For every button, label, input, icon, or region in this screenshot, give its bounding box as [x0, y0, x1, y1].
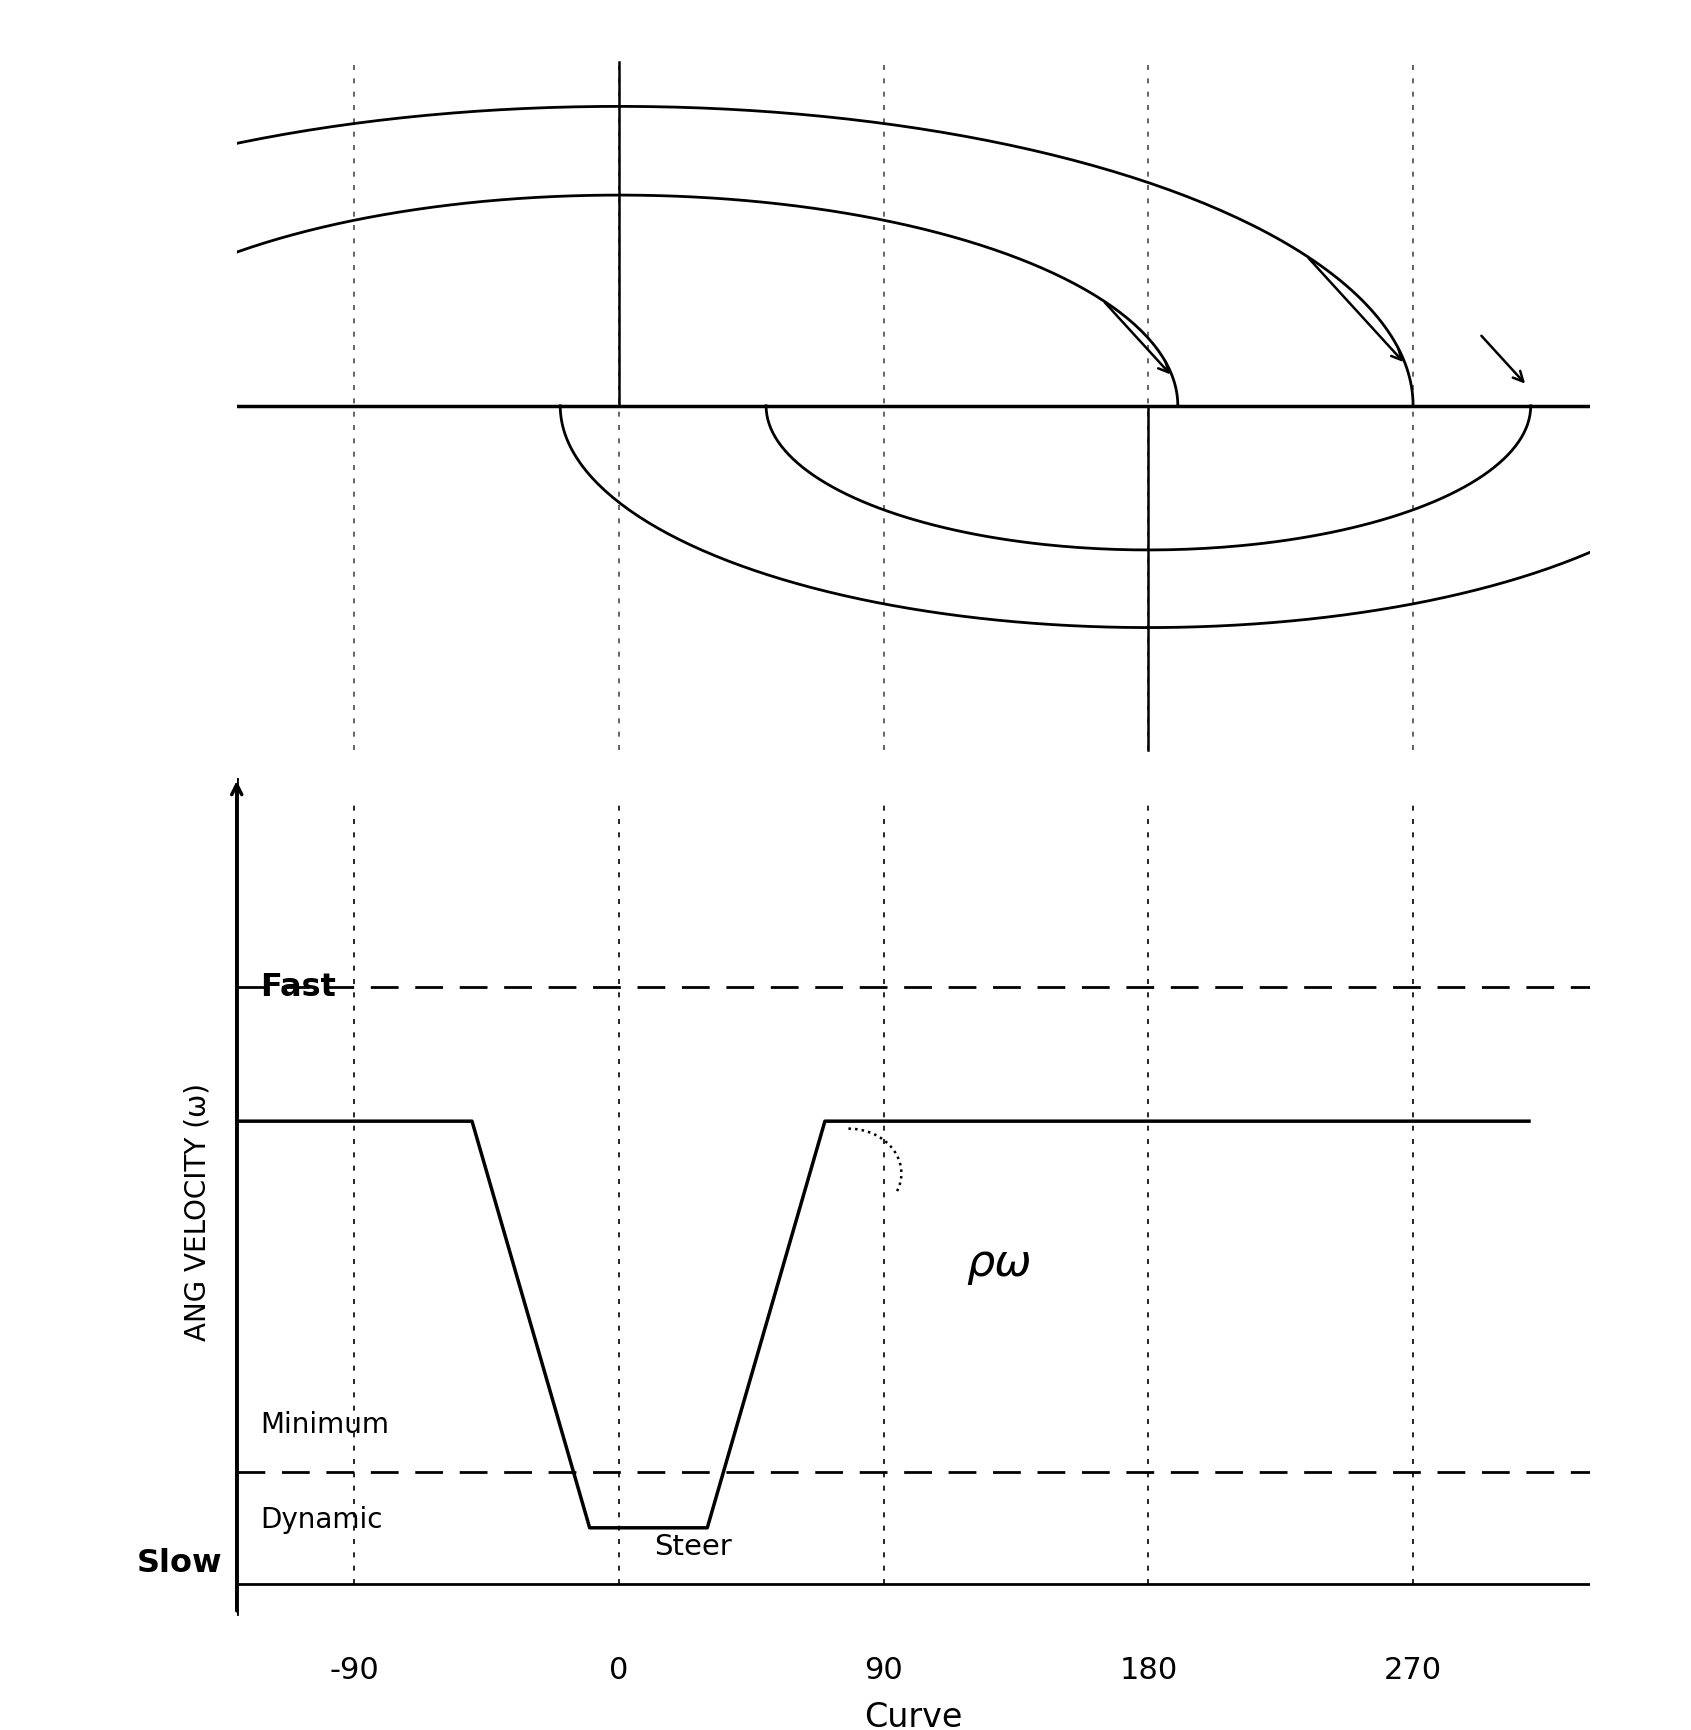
Text: Fast: Fast	[260, 972, 337, 1003]
Text: Slow: Slow	[137, 1547, 222, 1578]
Text: Minimum: Minimum	[260, 1410, 389, 1438]
Text: Steer: Steer	[654, 1531, 732, 1560]
Y-axis label: ANG VELOCITY (ω): ANG VELOCITY (ω)	[184, 1081, 211, 1341]
Text: Dynamic: Dynamic	[260, 1505, 382, 1533]
Text: ρω: ρω	[966, 1242, 1032, 1285]
X-axis label: Curve: Curve	[864, 1701, 962, 1730]
